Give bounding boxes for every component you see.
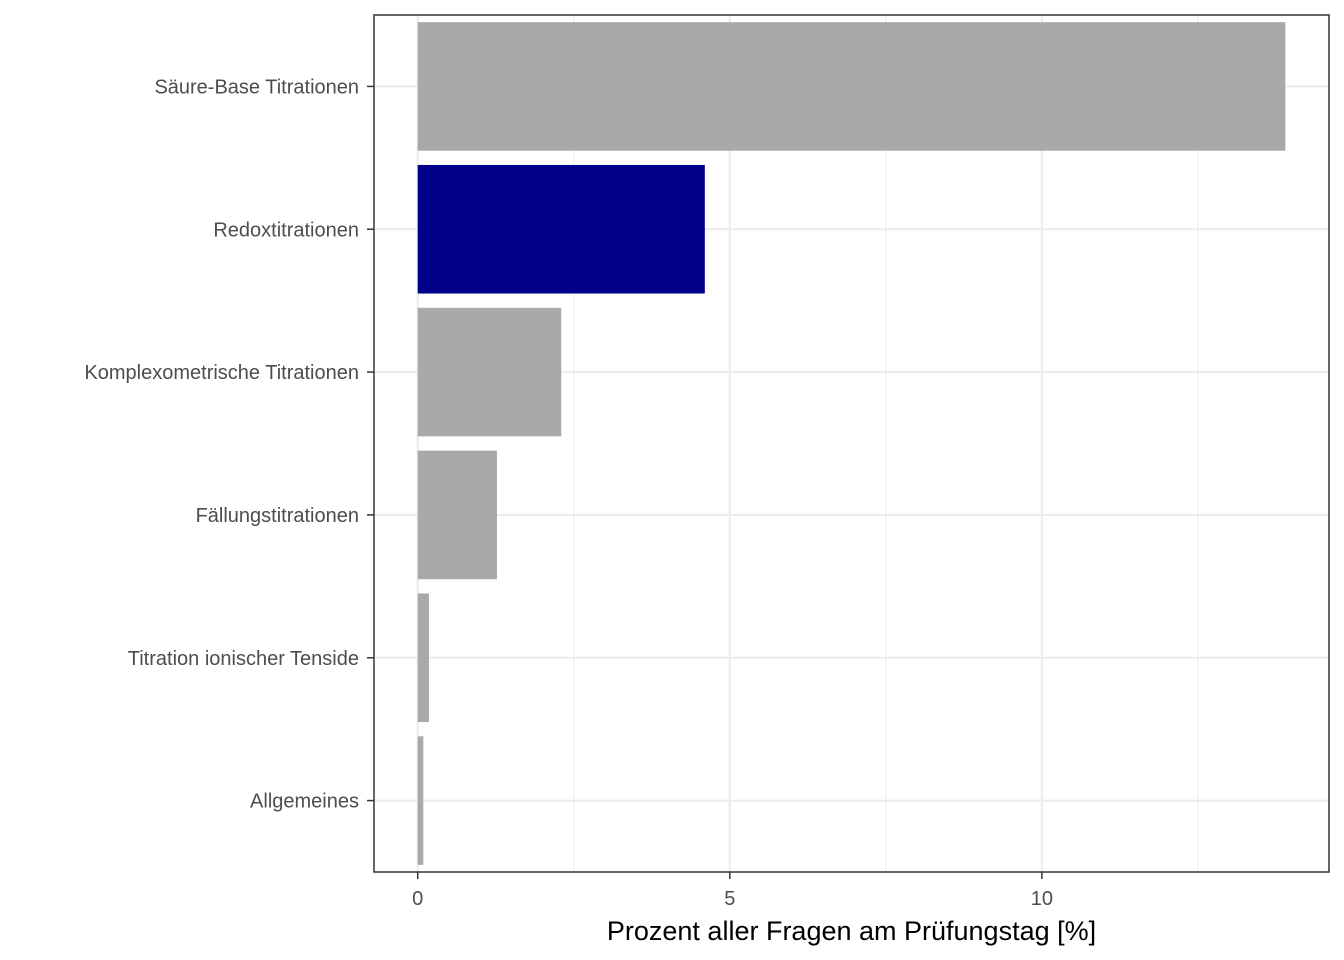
panel-border xyxy=(373,14,1330,873)
bar xyxy=(417,593,429,723)
bars xyxy=(417,22,1286,865)
x-tick-label: 0 xyxy=(412,888,423,910)
y-tick-label: Redoxtitrationen xyxy=(213,219,359,241)
x-tick-label: 10 xyxy=(1031,888,1053,910)
bar xyxy=(417,736,424,865)
x-axis-title: Prozent aller Fragen am Prüfungstag [%] xyxy=(607,916,1096,946)
y-tick-label: Säure-Base Titrationen xyxy=(154,76,359,98)
bar xyxy=(417,22,1286,151)
x-tick-label: 5 xyxy=(724,888,735,910)
y-tick-label: Allgemeines xyxy=(250,791,359,813)
y-tick-label: Fällungstitrationen xyxy=(196,505,359,527)
bar xyxy=(417,164,705,294)
bar xyxy=(417,450,497,580)
bar xyxy=(417,307,562,437)
axes: Säure-Base Titrationen Redoxtitrationen Ko… xyxy=(84,76,1053,910)
y-tick-label: Titration ionischer Tenside xyxy=(128,648,359,670)
y-tick-label: Komplexometrische Titrationen xyxy=(84,362,359,384)
